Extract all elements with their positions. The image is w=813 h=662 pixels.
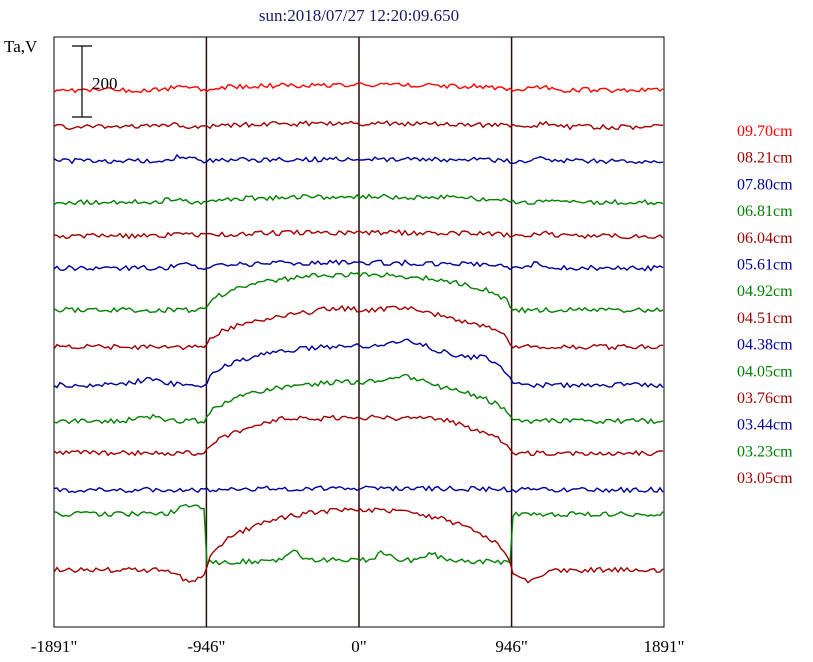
x-tick-label-0: -1891" [31, 637, 78, 656]
legend-entry-3: 06.81cm [737, 203, 793, 220]
x-tick-labels: -1891" -946" 0" 946" 1891" [31, 637, 685, 656]
legend-entry-12: 03.23cm [737, 443, 793, 460]
y-axis-label: Ta,V [4, 37, 38, 56]
series-line-9 [53, 373, 664, 425]
series-line-4 [53, 229, 664, 240]
scale-bar: 200 [72, 45, 118, 118]
x-tick-label-1: -946" [187, 637, 225, 656]
legend-entry-5: 05.61cm [737, 257, 793, 274]
series-line-11 [53, 485, 664, 494]
legend-entry-10: 03.76cm [737, 390, 793, 407]
legend-entry-4: 06.04cm [737, 230, 793, 247]
series-line-12 [53, 503, 664, 566]
series-line-0 [53, 81, 664, 94]
x-tick-label-2: 0" [351, 637, 366, 656]
series-line-3 [53, 193, 664, 206]
series-line-1 [53, 120, 664, 131]
legend-entry-13: 03.05cm [737, 470, 793, 487]
series-line-8 [53, 338, 664, 389]
legend: 09.70cm 08.21cm 07.80cm 06.81cm 06.04cm 05.61… [737, 123, 793, 487]
series-line-7 [53, 304, 664, 351]
series-line-6 [53, 271, 664, 314]
legend-entry-11: 03.44cm [737, 417, 793, 434]
legend-entry-9: 04.05cm [737, 363, 793, 380]
legend-entry-2: 07.80cm [737, 176, 793, 193]
series-line-5 [53, 259, 664, 272]
x-tick-label-4: 1891" [644, 637, 685, 656]
x-tick-label-3: 946" [495, 637, 527, 656]
scale-bar-label: 200 [92, 74, 118, 93]
legend-entry-1: 08.21cm [737, 150, 793, 167]
legend-entry-8: 04.38cm [737, 337, 793, 354]
series-line-13 [53, 507, 664, 584]
series-line-10 [53, 414, 664, 457]
legend-entry-6: 04.92cm [737, 283, 793, 300]
series-line-2 [53, 153, 664, 165]
chart-title: sun:2018/07/27 12:20:09.650 [259, 6, 459, 25]
legend-entry-7: 04.51cm [737, 310, 793, 327]
legend-entry-0: 09.70cm [737, 123, 793, 140]
series-group [53, 81, 664, 584]
